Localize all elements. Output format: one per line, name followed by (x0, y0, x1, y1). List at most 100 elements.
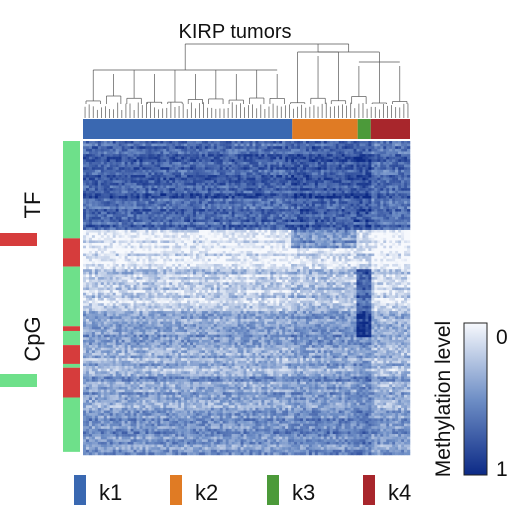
heatmap-cell (395, 172, 399, 176)
heatmap-cell (148, 141, 152, 144)
heatmap-cell (258, 154, 262, 157)
heatmap-cell (201, 141, 206, 144)
heatmap-cell (207, 193, 212, 197)
heatmap-cell (356, 232, 360, 236)
heatmap-cell (154, 219, 158, 223)
heatmap-cell (225, 245, 229, 249)
heatmap-cell (362, 141, 366, 144)
heatmap-cell (166, 253, 170, 257)
heatmap-cell (326, 188, 330, 191)
heatmap-cell (97, 201, 102, 205)
heatmap-cell (225, 143, 229, 147)
heatmap-cell (279, 164, 283, 168)
heatmap-cell (142, 232, 146, 236)
heatmap-cell (386, 161, 390, 165)
heatmap-cell (204, 240, 209, 244)
heatmap-cell (291, 237, 295, 241)
heatmap-cell (270, 227, 274, 231)
heatmap-cell (350, 185, 354, 189)
heatmap-cell (264, 141, 268, 144)
heatmap-cell (240, 154, 244, 157)
heatmap-cell (130, 185, 134, 189)
heatmap-cell (201, 203, 206, 207)
heatmap-cell (356, 245, 360, 249)
heatmap-cell (407, 177, 411, 181)
heatmap-cell (305, 177, 310, 181)
heatmap-cell (136, 169, 140, 173)
heatmap-cell (264, 240, 268, 244)
heatmap-cell (124, 253, 128, 257)
heatmap-cell (192, 154, 197, 157)
heatmap-cell (163, 151, 167, 155)
heatmap-cell (166, 203, 170, 207)
heatmap-cell (377, 203, 381, 207)
heatmap-cell (401, 240, 405, 244)
heatmap-cell (207, 211, 212, 215)
heatmap-cell (139, 250, 143, 254)
heatmap-cell (288, 188, 292, 191)
heatmap-cell (109, 240, 113, 244)
heatmap-cell (407, 148, 411, 152)
heatmap-cell (154, 164, 158, 168)
heatmap-cell (335, 211, 339, 215)
heatmap-cell (246, 211, 250, 215)
heatmap-cell (332, 203, 336, 207)
heatmap-cell (264, 211, 268, 215)
heatmap-cell (130, 211, 134, 215)
heatmap-cell (335, 161, 339, 165)
heatmap-cell (192, 141, 197, 144)
heatmap-cell (350, 151, 354, 155)
heatmap-cell (371, 141, 375, 144)
heatmap-cell (282, 161, 286, 165)
heatmap-cell (404, 206, 408, 210)
heatmap-cell (377, 151, 381, 155)
heatmap-cell (145, 240, 149, 244)
heatmap-cell (398, 201, 402, 205)
heatmap-cell (279, 235, 283, 239)
heatmap-cell (94, 216, 99, 220)
heatmap-cell (305, 185, 310, 189)
heatmap-cell (106, 195, 110, 199)
heatmap-cell (261, 141, 265, 144)
heatmap-cell (368, 172, 372, 176)
heatmap-cell (231, 243, 235, 246)
row-annotation-CpG (63, 330, 80, 346)
heatmap-cell (273, 243, 277, 246)
heatmap-cell (252, 195, 256, 199)
heatmap-cell (407, 151, 411, 155)
heatmap-cell (216, 240, 220, 244)
heatmap-cell (231, 156, 235, 160)
heatmap-cell (169, 148, 173, 152)
heatmap-cell (124, 224, 128, 228)
heatmap-cell (169, 169, 173, 173)
heatmap-cell (228, 188, 232, 191)
heatmap-cell (258, 180, 262, 184)
heatmap-cell (216, 195, 220, 199)
heatmap-cell (395, 169, 399, 173)
heatmap-cell (139, 235, 143, 239)
heatmap-cell (297, 180, 301, 184)
heatmap-cell (305, 219, 310, 223)
heatmap-cell (338, 172, 342, 176)
heatmap-cell (184, 222, 188, 225)
heatmap-cell (166, 180, 170, 184)
heatmap-cell (157, 177, 161, 181)
heatmap-cell (374, 201, 378, 205)
heatmap-cell (288, 235, 292, 239)
heatmap-cell (341, 159, 345, 163)
heatmap-cell (192, 180, 197, 184)
heatmap-cell (133, 245, 137, 249)
heatmap-cell (240, 240, 244, 244)
heatmap-cell (118, 214, 122, 218)
heatmap-cell (294, 169, 298, 173)
heatmap-cell (112, 177, 116, 181)
heatmap-cell (201, 159, 206, 163)
heatmap-cell (294, 227, 298, 231)
heatmap-cell (103, 177, 108, 181)
heatmap-cell (365, 159, 369, 163)
heatmap-cell (195, 243, 200, 246)
heatmap-cell (264, 222, 268, 225)
heatmap-cell (216, 245, 220, 249)
heatmap-cell (300, 248, 304, 252)
heatmap-cell (181, 161, 185, 165)
